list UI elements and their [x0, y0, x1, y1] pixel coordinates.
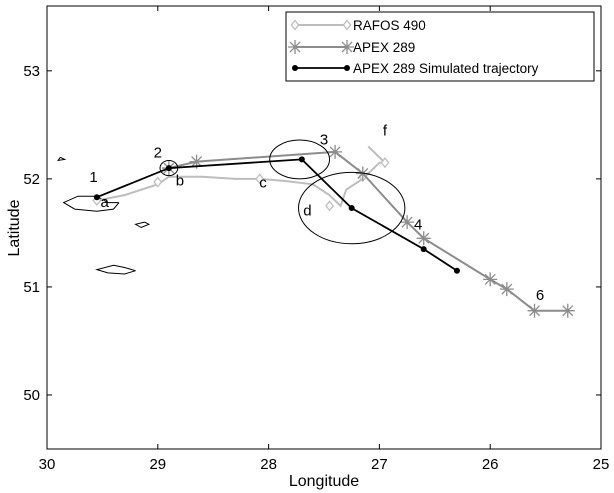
legend-label-1: APEX 289 — [353, 40, 415, 55]
legend-label-2: APEX 289 Simulated trajectory — [353, 61, 539, 76]
y-axis-title: Latitude — [6, 199, 23, 256]
apex-marker-2 — [328, 144, 343, 159]
legend-marker-end-0 — [342, 19, 352, 31]
apex-marker-7 — [499, 282, 514, 297]
apex-marker-4 — [400, 215, 415, 230]
series-line-1 — [168, 150, 568, 312]
legend-marker-2 — [292, 65, 298, 71]
legend-marker-end-1 — [340, 40, 354, 54]
apex-marker-5 — [416, 231, 431, 246]
x-tick-label-5: 25 — [593, 456, 610, 473]
sim-marker-1 — [165, 165, 172, 172]
y-tick-label-0: 50 — [23, 387, 40, 404]
apex-marker-8 — [527, 303, 542, 318]
plot-frame — [46, 5, 602, 450]
sim-marker-3 — [348, 205, 355, 212]
point-label-d: d — [303, 203, 311, 220]
legend-item-1: APEX 289 — [288, 40, 415, 55]
legend-item-2: APEX 289 Simulated trajectory — [292, 61, 539, 76]
legend-marker-1 — [288, 40, 302, 54]
point-label-c: c — [259, 175, 267, 192]
sim-marker-2 — [298, 156, 305, 163]
series-2 — [93, 156, 460, 274]
x-tick-label-0: 30 — [39, 456, 56, 473]
series-layer — [92, 144, 575, 318]
y-tick-label-1: 51 — [23, 279, 40, 296]
point-label-4: 4 — [414, 217, 422, 234]
point-label-a: a — [100, 194, 109, 211]
coastline-2 — [95, 264, 136, 275]
legend: RAFOS 490 APEX 289 APEX 289 Simulated traj… — [285, 11, 595, 82]
legend-label-0: RAFOS 490 — [353, 18, 426, 33]
error-ellipse-0 — [159, 160, 179, 177]
point-label-2: 2 — [154, 144, 162, 161]
legend-items: RAFOS 490 APEX 289 APEX 289 Simulated traj… — [288, 18, 539, 76]
x-tick-label-3: 27 — [371, 456, 388, 473]
point-label-b: b — [176, 172, 184, 189]
coastline-3 — [57, 156, 67, 162]
apex-marker-9 — [560, 303, 575, 318]
rafos-marker-2 — [255, 173, 265, 185]
error-ellipse-2 — [298, 171, 406, 245]
legend-item-0: RAFOS 490 — [290, 18, 426, 33]
sim-marker-5 — [453, 267, 460, 274]
y-tick-label-3: 53 — [23, 63, 40, 80]
legend-marker-end-2 — [344, 65, 350, 71]
apex-marker-6 — [483, 272, 498, 287]
rafos-marker-5 — [380, 157, 390, 169]
point-label-6: 6 — [536, 287, 544, 304]
point-label-3: 3 — [320, 131, 328, 148]
point-label-1: 1 — [89, 169, 97, 186]
legend-marker-0 — [290, 19, 300, 31]
x-tick-label-1: 29 — [149, 456, 166, 473]
series-line-0 — [96, 145, 388, 208]
x-axis-title: Longitude — [289, 473, 359, 490]
rafos-marker-3 — [325, 200, 334, 212]
sim-marker-4 — [420, 246, 427, 253]
series-line-2 — [96, 158, 458, 272]
apex-marker-1 — [189, 154, 204, 169]
error-ellipse-1 — [269, 139, 331, 180]
sim-marker-0 — [93, 194, 100, 201]
coastline-1 — [134, 221, 151, 229]
point-label-f: f — [383, 123, 388, 140]
coastline-0 — [62, 195, 120, 212]
coastline-layer — [57, 156, 151, 275]
rafos-marker-1 — [153, 176, 163, 188]
error-ellipse-layer — [159, 139, 406, 245]
annotation-layer: 1 2 3 4 6 a b c d f — [89, 123, 544, 304]
x-tick-label-4: 26 — [482, 456, 499, 473]
y-tick-label-2: 52 — [23, 171, 40, 188]
series-1 — [161, 144, 575, 318]
x-tick-label-2: 28 — [260, 456, 277, 473]
